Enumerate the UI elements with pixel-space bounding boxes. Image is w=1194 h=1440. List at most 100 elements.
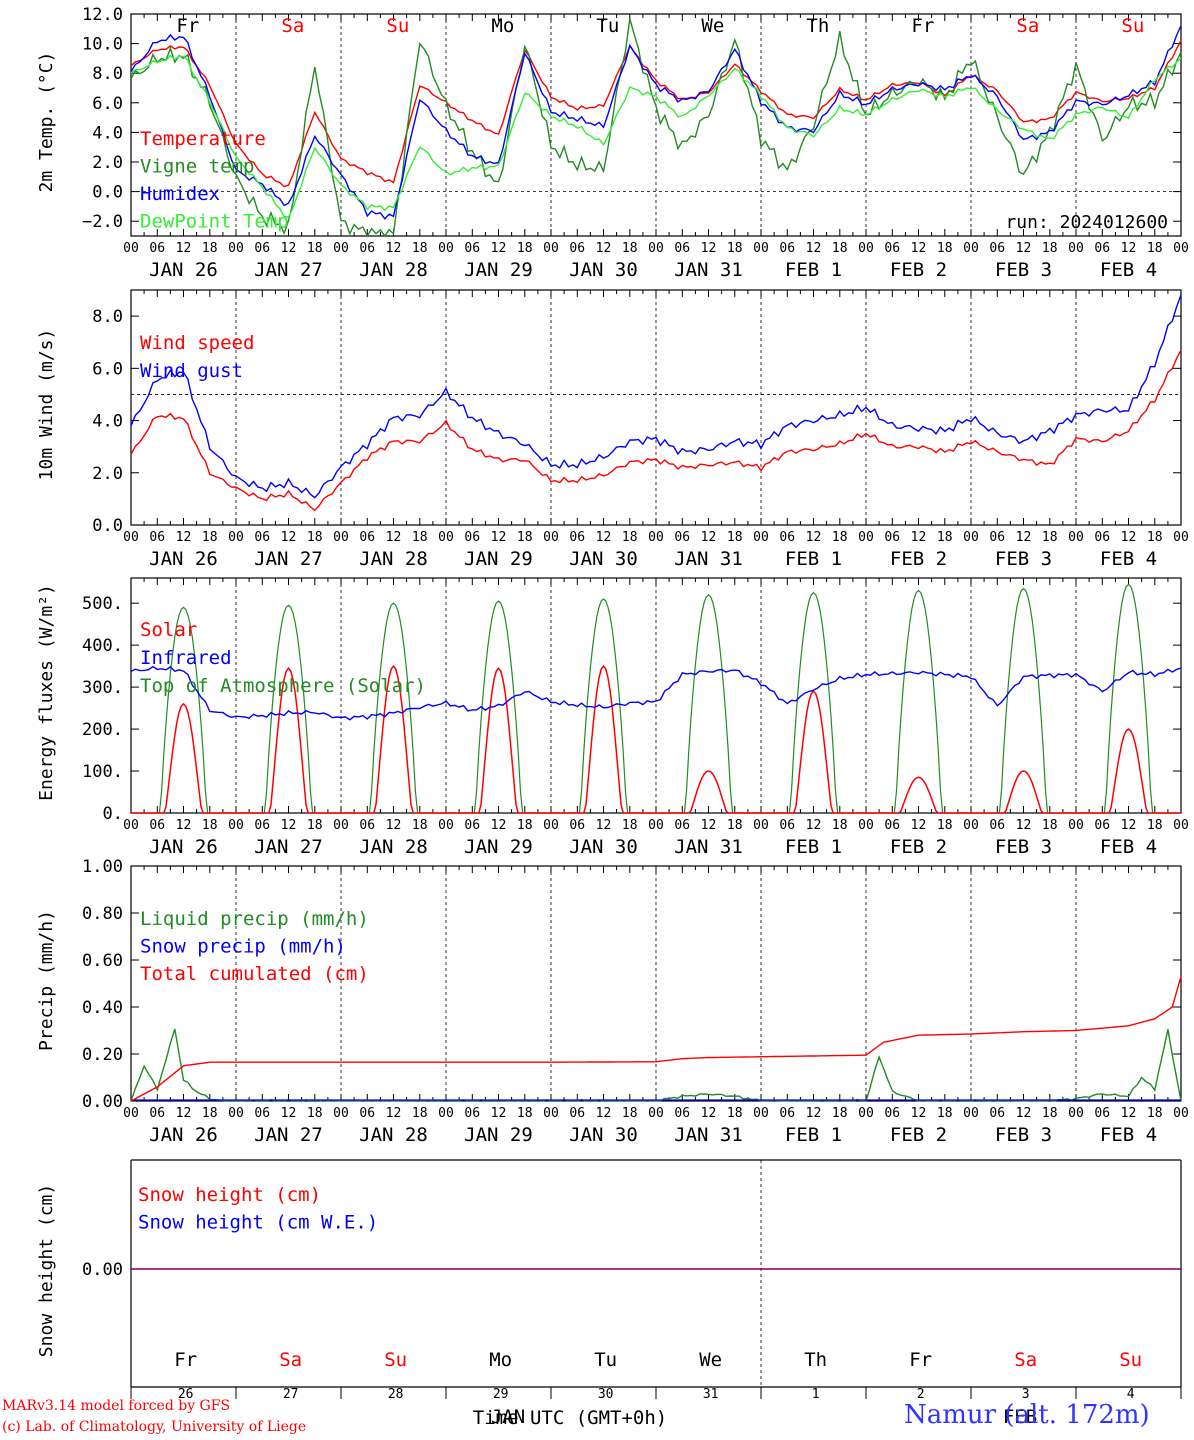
panel-4-hour-tick-label: 12 bbox=[491, 1106, 507, 1121]
panel-3-hour-tick-label: 18 bbox=[202, 818, 218, 833]
panel-1-date-label: JAN 31 bbox=[674, 259, 743, 281]
panel-3-hour-tick-label: 00 bbox=[753, 818, 769, 833]
panel-2-date-label: JAN 28 bbox=[359, 548, 428, 570]
panel-1-hour-tick-label: 06 bbox=[779, 241, 795, 256]
panel-3-date-label: JAN 26 bbox=[149, 836, 218, 858]
panel-2-hour-tick-label: 06 bbox=[1094, 530, 1110, 545]
temp-day-label: Su bbox=[1121, 15, 1144, 37]
panel-2-date-label: FEB 4 bbox=[1100, 548, 1157, 570]
panel-1-hour-tick-label: 12 bbox=[596, 241, 612, 256]
panel-2-hour-tick-label: 18 bbox=[1147, 530, 1163, 545]
panel-3-hour-tick-label: 00 bbox=[543, 818, 559, 833]
panel-2-hour-tick-label: 06 bbox=[884, 530, 900, 545]
panel-3-hour-tick-label: 06 bbox=[149, 818, 165, 833]
panel-4-hour-tick-label: 18 bbox=[1147, 1106, 1163, 1121]
panel-3-hour-tick-label: 06 bbox=[884, 818, 900, 833]
panel-4-legend-entry: Liquid precip (mm/h) bbox=[140, 908, 369, 930]
panel-1-legend-entry: Vigne temp bbox=[140, 156, 254, 178]
panel-2-hour-tick-label: 18 bbox=[832, 530, 848, 545]
panel-2-hour-tick-label: 00 bbox=[1068, 530, 1084, 545]
x-axis-title: Time UTC (GMT+0h) bbox=[473, 1407, 667, 1429]
panel-3-hour-tick-label: 18 bbox=[1042, 818, 1058, 833]
panel-2-hour-tick-label: 12 bbox=[491, 530, 507, 545]
panel-1-hour-tick-label: 12 bbox=[491, 241, 507, 256]
panel-3-date-label: FEB 2 bbox=[890, 836, 947, 858]
panel-1-legend-entry: Temperature bbox=[140, 128, 266, 150]
panel-3-date-label: JAN 30 bbox=[569, 836, 638, 858]
snow-day-number: 28 bbox=[388, 1387, 404, 1402]
panel-3-y-tick-label: 200. bbox=[82, 720, 123, 740]
panel-4-hour-tick-label: 12 bbox=[281, 1106, 297, 1121]
panel-4-date-label: JAN 26 bbox=[149, 1124, 218, 1146]
snow-day-number: 2 bbox=[917, 1387, 925, 1402]
panel-5-y-axis-label: Snow height (cm) bbox=[36, 1184, 57, 1357]
panel-4-hour-tick-label: 18 bbox=[412, 1106, 428, 1121]
panel-4-y-tick-label: 0.20 bbox=[82, 1045, 123, 1065]
panel-4-hour-tick-label: 06 bbox=[359, 1106, 375, 1121]
panel-3-hour-tick-label: 12 bbox=[1121, 818, 1137, 833]
panel-3-hour-tick-label: 00 bbox=[963, 818, 979, 833]
panel-1-y-tick-label: 8.0 bbox=[92, 64, 123, 84]
panel-2-hour-tick-label: 12 bbox=[176, 530, 192, 545]
panel-4-y-tick-label: 0.80 bbox=[82, 904, 123, 924]
panel-4-top-ticks bbox=[130, 866, 1182, 873]
panel-1-hour-tick-label: 18 bbox=[1147, 241, 1163, 256]
temp-series-line-0 bbox=[130, 40, 1182, 188]
panel-2-hour-tick-label: 12 bbox=[1016, 530, 1032, 545]
panel-1-hour-tick-label: 00 bbox=[648, 241, 664, 256]
panel-2-hour-tick-label: 06 bbox=[464, 530, 480, 545]
panel-3-hour-tick-label: 18 bbox=[307, 818, 323, 833]
panel-1-hour-tick-label: 18 bbox=[937, 241, 953, 256]
panel-1-y-tick-label: 6.0 bbox=[92, 94, 123, 114]
temp-day-label: Tu bbox=[596, 15, 619, 37]
panel-3-hour-tick-label: 06 bbox=[989, 818, 1005, 833]
snow-day-number: 26 bbox=[178, 1387, 194, 1402]
panel-4-date-label: FEB 4 bbox=[1100, 1124, 1157, 1146]
panel-2-hour-tick-label: 00 bbox=[333, 530, 349, 545]
panel-3-hour-tick-label: 12 bbox=[806, 818, 822, 833]
panel-3-hour-tick-label: 18 bbox=[832, 818, 848, 833]
panel-3-hour-tick-label: 18 bbox=[727, 818, 743, 833]
panel-1-y-axis-label: 2m Temp. (°C) bbox=[36, 52, 57, 193]
panel-3-hour-tick-label: 12 bbox=[701, 818, 717, 833]
panel-4-y-tick-label: 1.00 bbox=[82, 857, 123, 877]
panel-2-hour-tick-label: 00 bbox=[1173, 530, 1189, 545]
panel-1-hour-tick-label: 18 bbox=[1042, 241, 1058, 256]
panel-3-hour-tick-label: 00 bbox=[123, 818, 139, 833]
panel-1-hour-tick-label: 18 bbox=[727, 241, 743, 256]
panel-2-hour-tick-label: 00 bbox=[963, 530, 979, 545]
panel-2-y-axis-label: 10m Wind (m/s) bbox=[36, 329, 57, 481]
panel-4-hour-tick-label: 00 bbox=[438, 1106, 454, 1121]
panel-2-date-label: FEB 2 bbox=[890, 548, 947, 570]
snow-day-label: Fr bbox=[909, 1349, 932, 1371]
panel-4-hour-tick-label: 06 bbox=[779, 1106, 795, 1121]
temp-series-line-1 bbox=[130, 18, 1182, 238]
snow-day-label: Sa bbox=[1014, 1349, 1037, 1371]
snow-day-number: 4 bbox=[1127, 1387, 1135, 1402]
panel-3-date-label: JAN 27 bbox=[254, 836, 323, 858]
panel-1-legend-entry: DewPoint Temp bbox=[140, 211, 289, 233]
snow-day-number: 30 bbox=[598, 1387, 614, 1402]
panel-2-y-tick-label: 2.0 bbox=[92, 464, 123, 484]
panel-5-legend-entry: Snow height (cm W.E.) bbox=[138, 1212, 378, 1234]
panel-2-hour-tick-label: 18 bbox=[727, 530, 743, 545]
panel-1-hour-tick-label: 00 bbox=[858, 241, 874, 256]
panel-4-hour-tick-label: 12 bbox=[596, 1106, 612, 1121]
panel-3-hour-tick-label: 12 bbox=[596, 818, 612, 833]
panel-4-y-tick-label: 0.60 bbox=[82, 951, 123, 971]
snow-day-label: Sa bbox=[279, 1349, 302, 1371]
panel-4-date-label: JAN 29 bbox=[464, 1124, 533, 1146]
panel-1-y-tick-label: 0.0 bbox=[92, 183, 123, 203]
panel-1-date-label: JAN 30 bbox=[569, 259, 638, 281]
panel-4-hour-tick-label: 00 bbox=[648, 1106, 664, 1121]
panel-3-hour-tick-label: 06 bbox=[359, 818, 375, 833]
model-note: MARv3.14 model forced by GFS bbox=[2, 1398, 231, 1414]
panel-2-date-label: JAN 29 bbox=[464, 548, 533, 570]
panel-1-date-label: FEB 4 bbox=[1100, 259, 1157, 281]
run-label: run: 2024012600 bbox=[1005, 212, 1168, 233]
panel-2-hour-tick-label: 12 bbox=[911, 530, 927, 545]
panel-3-date-label: JAN 29 bbox=[464, 836, 533, 858]
panel-3-hour-tick-label: 06 bbox=[1094, 818, 1110, 833]
panel-4-hour-tick-label: 00 bbox=[333, 1106, 349, 1121]
